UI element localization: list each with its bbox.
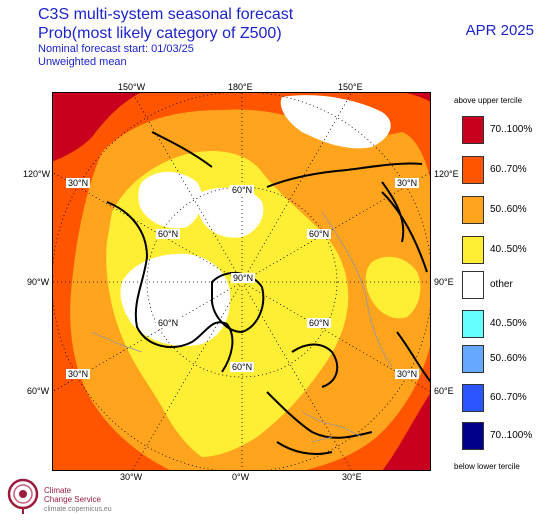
- legend-top-heading: above upper tercile: [454, 96, 523, 105]
- valid-month: APR 2025: [465, 22, 534, 39]
- forecast-start: Nominal forecast start: 01/03/25: [38, 43, 194, 55]
- lon-label-180e: 180°E: [228, 82, 253, 92]
- lat-label-30n-ne: 30°N: [395, 178, 420, 188]
- field-70-100-ne: [402, 92, 431, 102]
- meridian-60w: [52, 281, 243, 393]
- legend-label: other: [490, 279, 513, 290]
- lat-label-60n-right: 60°N: [307, 229, 332, 239]
- legend-label: 70..100%: [490, 124, 533, 135]
- mean-type: Unweighted mean: [38, 56, 127, 68]
- lat-label-60n-top: 60°N: [230, 185, 255, 195]
- lon-label-60e: 60°E: [434, 386, 454, 396]
- border-canada-us: [91, 331, 143, 353]
- coastlines: [106, 131, 431, 455]
- legend-item: 50..60%: [462, 345, 546, 373]
- lat-label-30n-sw: 30°N: [66, 369, 91, 379]
- legend: above upper tercile: [454, 96, 546, 105]
- legend-bottom-heading: below lower tercile: [454, 462, 520, 471]
- legend-item: other: [462, 271, 546, 299]
- legend-swatch: [462, 345, 484, 373]
- meridian-60e: [241, 281, 431, 393]
- lon-label-30e: 30°E: [342, 472, 362, 482]
- meridian-120e: [241, 171, 431, 283]
- legend-item: 60..70%: [462, 384, 546, 412]
- climate-service-logo-icon: [7, 478, 39, 514]
- legend-label: 70..100%: [490, 430, 533, 441]
- legend-item: 40..50%: [462, 236, 546, 264]
- coast-europe: [266, 391, 373, 455]
- coast-north-america: [106, 131, 234, 373]
- logo-url: climate.copernicus.eu: [44, 506, 112, 513]
- legend-item: 70..100%: [462, 422, 546, 450]
- lon-label-90e: 90°E: [434, 277, 454, 287]
- border-russia: [321, 211, 393, 368]
- meridian-30w: [131, 281, 243, 471]
- meridian-150e: [241, 92, 353, 283]
- lat-circle-60n: [146, 186, 338, 378]
- field-40-50-east: [365, 256, 421, 319]
- field-other-greenland-sea: [198, 187, 264, 238]
- lat-label-30n-se: 30°N: [395, 369, 420, 379]
- borders: [91, 211, 393, 443]
- legend-label: 50..60%: [490, 204, 527, 215]
- legend-label: 50..60%: [490, 353, 527, 364]
- chart-title: C3S multi-system seasonal forecast: [38, 6, 294, 23]
- lon-label-120w: 120°W: [23, 169, 51, 179]
- lon-label-150w: 150°W: [118, 82, 146, 92]
- legend-swatch: [462, 116, 484, 144]
- lon-label-120e: 120°E: [434, 169, 459, 179]
- legend-label: 40..50%: [490, 244, 527, 255]
- coast-scandinavia: [291, 343, 339, 388]
- lon-label-0w: 0°W: [232, 472, 250, 482]
- field-70-100-se: [382, 392, 431, 471]
- field-70-100-nw: [52, 92, 142, 162]
- legend-label: 40..50%: [490, 318, 527, 329]
- legend-item: 60..70%: [462, 156, 546, 184]
- border-europe: [301, 411, 363, 443]
- legend-swatch: [462, 422, 484, 450]
- field-other-canada: [120, 253, 231, 346]
- copernicus-logo: Climate Change Service climate.copernicu…: [6, 474, 136, 518]
- meridian-120w: [52, 171, 243, 283]
- legend-swatch: [462, 156, 484, 184]
- lon-label-60w: 60°W: [27, 386, 50, 396]
- lat-label-60n-lowleft: 60°N: [156, 318, 181, 328]
- title-block: C3S multi-system seasonal forecast Prob(…: [38, 5, 293, 69]
- legend-item: 70..100%: [462, 116, 546, 144]
- lat-label-60n-bottom: 60°N: [230, 362, 255, 372]
- legend-label: 60..70%: [490, 164, 527, 175]
- chart-subtitle: Prob(most likely category of Z500): [38, 25, 282, 42]
- logo-line1: Climate: [44, 486, 72, 495]
- meridian-150w: [131, 92, 243, 283]
- legend-swatch: [462, 271, 484, 299]
- legend-swatch: [462, 384, 484, 412]
- lat-label-60n-left: 60°N: [156, 229, 181, 239]
- lon-label-90w: 90°W: [27, 277, 50, 287]
- legend-swatch: [462, 196, 484, 224]
- forecast-map: 30°N 30°N 30°N 30°N 60°N 60°N 60°N 60°N …: [52, 92, 431, 471]
- map-frame: [52, 92, 431, 471]
- legend-item: 50..60%: [462, 196, 546, 224]
- coast-asia-east: [381, 191, 431, 383]
- legend-item: 40..50%: [462, 310, 546, 338]
- legend-swatch: [462, 310, 484, 338]
- lat-label-30n-nw: 30°N: [66, 178, 91, 188]
- legend-rows: 70..100% 60..70% 50..60% 40..50% other 4…: [454, 116, 546, 456]
- legend-swatch: [462, 236, 484, 264]
- field-other-north-pacific: [280, 95, 391, 149]
- lon-label-150e: 150°E: [338, 82, 363, 92]
- logo-line2: Change Service: [44, 495, 101, 504]
- lon-label-30w: 30°W: [120, 472, 143, 482]
- lat-label-60n-lowright: 60°N: [307, 318, 332, 328]
- field-other-alaska: [138, 171, 203, 229]
- lat-label-90n: 90°N: [231, 273, 256, 283]
- legend-label: 60..70%: [490, 392, 527, 403]
